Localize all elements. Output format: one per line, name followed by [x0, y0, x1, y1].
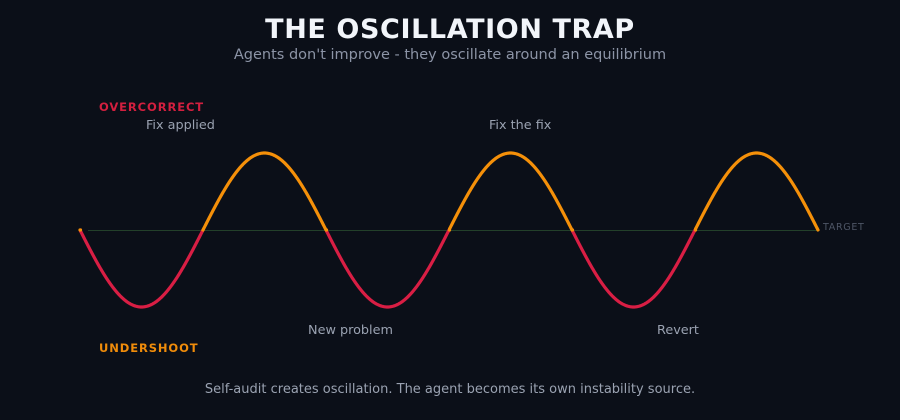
- wave-undershoot-segment: [78, 228, 698, 309]
- target-line-label: TARGET: [823, 222, 865, 233]
- zone-label-overcorrect: OVERCORRECT: [99, 100, 205, 114]
- page-subtitle: Agents don't improve - they oscillate ar…: [233, 47, 667, 63]
- page-title: THE OSCILLATION TRAP: [265, 14, 635, 45]
- zone-label-undershoot: UNDERSHOOT: [99, 341, 199, 355]
- annotation-new-problem: New problem: [308, 323, 393, 338]
- annotation-fix-applied: Fix applied: [146, 118, 215, 133]
- wave-overcorrect-segment: [78, 151, 820, 232]
- footer-caption: Self-audit creates oscillation. The agen…: [204, 382, 696, 397]
- annotation-fix-the-fix: Fix the fix: [489, 118, 552, 133]
- annotation-revert: Revert: [657, 323, 699, 338]
